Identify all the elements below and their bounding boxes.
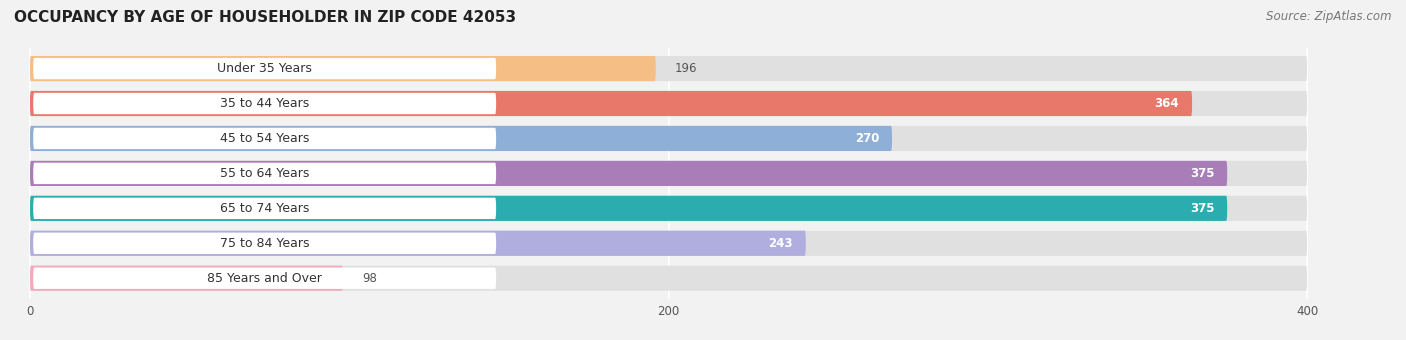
Text: OCCUPANCY BY AGE OF HOUSEHOLDER IN ZIP CODE 42053: OCCUPANCY BY AGE OF HOUSEHOLDER IN ZIP C… xyxy=(14,10,516,25)
Text: 98: 98 xyxy=(361,272,377,285)
FancyBboxPatch shape xyxy=(30,196,1308,221)
Text: 35 to 44 Years: 35 to 44 Years xyxy=(221,97,309,110)
Text: 55 to 64 Years: 55 to 64 Years xyxy=(219,167,309,180)
FancyBboxPatch shape xyxy=(30,266,343,291)
FancyBboxPatch shape xyxy=(30,126,891,151)
FancyBboxPatch shape xyxy=(34,198,496,219)
FancyBboxPatch shape xyxy=(34,58,496,79)
FancyBboxPatch shape xyxy=(30,126,1308,151)
FancyBboxPatch shape xyxy=(34,268,496,289)
FancyBboxPatch shape xyxy=(30,231,1308,256)
FancyBboxPatch shape xyxy=(30,91,1308,116)
Text: 75 to 84 Years: 75 to 84 Years xyxy=(219,237,309,250)
Text: 85 Years and Over: 85 Years and Over xyxy=(207,272,322,285)
FancyBboxPatch shape xyxy=(30,91,1192,116)
FancyBboxPatch shape xyxy=(30,56,655,81)
FancyBboxPatch shape xyxy=(30,161,1227,186)
Text: 45 to 54 Years: 45 to 54 Years xyxy=(219,132,309,145)
Text: 364: 364 xyxy=(1154,97,1180,110)
FancyBboxPatch shape xyxy=(30,196,1227,221)
Text: 375: 375 xyxy=(1189,202,1215,215)
Text: 375: 375 xyxy=(1189,167,1215,180)
FancyBboxPatch shape xyxy=(30,231,806,256)
FancyBboxPatch shape xyxy=(30,161,1308,186)
Text: 243: 243 xyxy=(769,237,793,250)
FancyBboxPatch shape xyxy=(30,56,1308,81)
FancyBboxPatch shape xyxy=(34,233,496,254)
FancyBboxPatch shape xyxy=(34,93,496,114)
FancyBboxPatch shape xyxy=(34,128,496,149)
Text: Source: ZipAtlas.com: Source: ZipAtlas.com xyxy=(1267,10,1392,23)
Text: 196: 196 xyxy=(675,62,697,75)
Text: 65 to 74 Years: 65 to 74 Years xyxy=(219,202,309,215)
FancyBboxPatch shape xyxy=(30,266,1308,291)
Text: Under 35 Years: Under 35 Years xyxy=(218,62,312,75)
Text: 270: 270 xyxy=(855,132,879,145)
FancyBboxPatch shape xyxy=(34,163,496,184)
